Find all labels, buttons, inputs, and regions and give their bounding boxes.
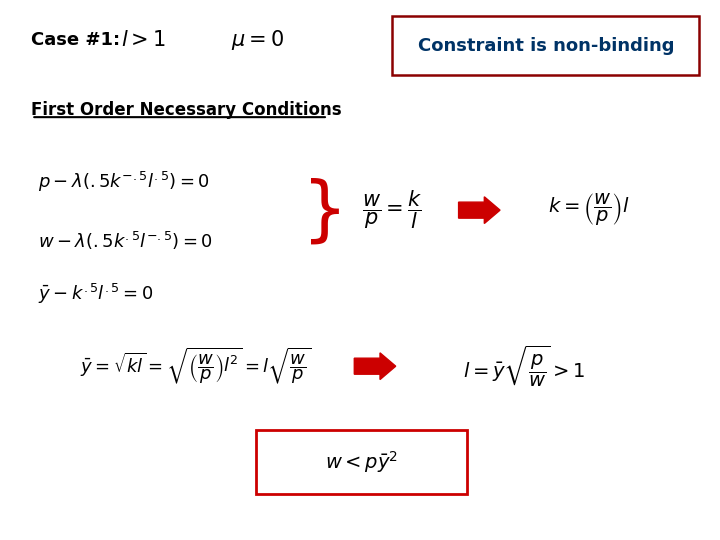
- Text: $\}$: $\}$: [301, 176, 340, 246]
- Text: $p - \lambda\left(.5k^{-.5}l^{.5}\right) = 0$: $p - \lambda\left(.5k^{-.5}l^{.5}\right)…: [38, 170, 210, 194]
- Text: $l = \bar{y}\sqrt{\dfrac{p}{w}} > 1$: $l = \bar{y}\sqrt{\dfrac{p}{w}} > 1$: [463, 343, 585, 389]
- Text: $k = \left(\dfrac{w}{p}\right)l$: $k = \left(\dfrac{w}{p}\right)l$: [548, 192, 629, 228]
- Text: $\bar{y} - k^{.5}l^{.5} = 0$: $\bar{y} - k^{.5}l^{.5} = 0$: [38, 282, 154, 306]
- Text: $\bar{y} = \sqrt{kl} = \sqrt{\left(\dfrac{w}{p}\right)l^2} = l\sqrt{\dfrac{w}{p}: $\bar{y} = \sqrt{kl} = \sqrt{\left(\dfra…: [80, 346, 311, 387]
- Text: $w < p\bar{y}^{2}$: $w < p\bar{y}^{2}$: [325, 449, 398, 475]
- Text: $\dfrac{w}{p} = \dfrac{k}{l}$: $\dfrac{w}{p} = \dfrac{k}{l}$: [362, 189, 422, 232]
- FancyArrow shape: [459, 197, 500, 224]
- FancyArrow shape: [354, 353, 396, 380]
- Text: $w - \lambda\left(.5k^{.5}l^{-.5}\right) = 0$: $w - \lambda\left(.5k^{.5}l^{-.5}\right)…: [38, 230, 214, 252]
- Text: $\mu = 0$: $\mu = 0$: [231, 28, 284, 52]
- Text: Case #1:: Case #1:: [32, 31, 120, 49]
- FancyBboxPatch shape: [392, 16, 699, 75]
- Text: First Order Necessary Conditions: First Order Necessary Conditions: [32, 100, 342, 119]
- FancyBboxPatch shape: [256, 430, 467, 495]
- Text: Constraint is non-binding: Constraint is non-binding: [418, 37, 674, 55]
- Text: $l > 1$: $l > 1$: [121, 30, 166, 50]
